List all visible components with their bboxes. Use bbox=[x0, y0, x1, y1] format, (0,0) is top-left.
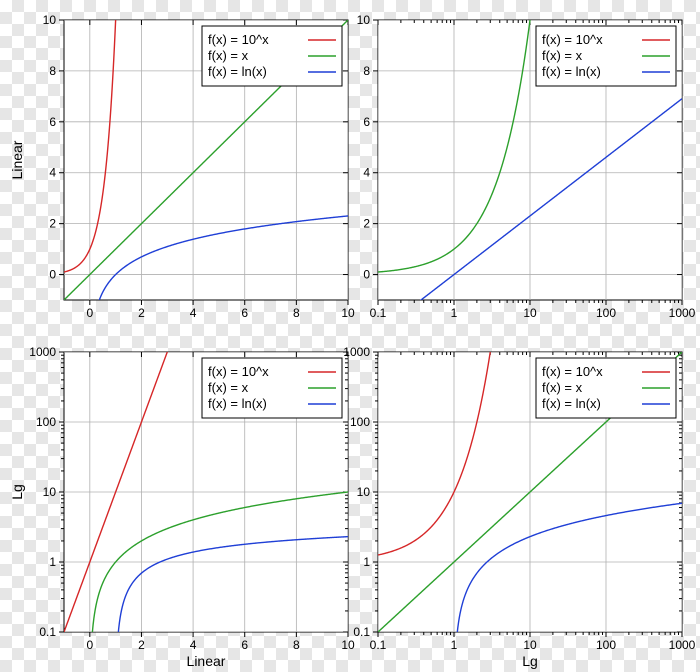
ytick-label: 0 bbox=[49, 268, 56, 282]
ylabel: Lg bbox=[9, 484, 25, 500]
ytick-label: 8 bbox=[49, 64, 56, 78]
xtick-label: 0.1 bbox=[370, 306, 387, 320]
ytick-label: 1000 bbox=[343, 345, 370, 359]
xtick-label: 1 bbox=[451, 306, 458, 320]
plot-svg: 02468100246810f(x) = 10^xf(x) = xf(x) = … bbox=[0, 0, 700, 672]
ytick-label: 0.1 bbox=[353, 625, 370, 639]
ytick-label: 4 bbox=[49, 166, 56, 180]
xlabel: Linear bbox=[187, 653, 226, 669]
legend-label-1: f(x) = x bbox=[542, 48, 583, 63]
ytick-label: 8 bbox=[363, 64, 370, 78]
ytick-label: 2 bbox=[49, 217, 56, 231]
xtick-label: 4 bbox=[190, 306, 197, 320]
xtick-label: 4 bbox=[190, 638, 197, 652]
legend-label-0: f(x) = 10^x bbox=[208, 32, 269, 47]
xtick-label: 8 bbox=[293, 638, 300, 652]
ytick-label: 1 bbox=[49, 555, 56, 569]
xtick-label: 100 bbox=[596, 638, 616, 652]
legend-label-2: f(x) = ln(x) bbox=[208, 64, 267, 79]
legend-label-0: f(x) = 10^x bbox=[542, 32, 603, 47]
xtick-label: 10 bbox=[523, 306, 537, 320]
legend: f(x) = 10^xf(x) = xf(x) = ln(x) bbox=[202, 358, 342, 418]
ytick-label: 6 bbox=[363, 115, 370, 129]
xtick-label: 6 bbox=[241, 306, 248, 320]
xtick-label: 10 bbox=[341, 306, 355, 320]
legend-label-0: f(x) = 10^x bbox=[208, 364, 269, 379]
legend-label-1: f(x) = x bbox=[208, 48, 249, 63]
legend-label-0: f(x) = 10^x bbox=[542, 364, 603, 379]
legend-label-2: f(x) = ln(x) bbox=[542, 64, 601, 79]
xlabel: Lg bbox=[522, 653, 538, 669]
ytick-label: 10 bbox=[43, 13, 57, 27]
xtick-label: 2 bbox=[138, 638, 145, 652]
xtick-label: 0 bbox=[86, 306, 93, 320]
xtick-label: 0.1 bbox=[370, 638, 387, 652]
xtick-label: 6 bbox=[241, 638, 248, 652]
ytick-label: 1 bbox=[363, 555, 370, 569]
ytick-label: 4 bbox=[363, 166, 370, 180]
ytick-label: 0 bbox=[363, 268, 370, 282]
ytick-label: 2 bbox=[363, 217, 370, 231]
legend: f(x) = 10^xf(x) = xf(x) = ln(x) bbox=[536, 358, 676, 418]
ytick-label: 6 bbox=[49, 115, 56, 129]
figure: 02468100246810f(x) = 10^xf(x) = xf(x) = … bbox=[0, 0, 700, 672]
legend-label-1: f(x) = x bbox=[542, 380, 583, 395]
ytick-label: 10 bbox=[357, 485, 371, 499]
xtick-label: 10 bbox=[523, 638, 537, 652]
ytick-label: 0.1 bbox=[39, 625, 56, 639]
legend: f(x) = 10^xf(x) = xf(x) = ln(x) bbox=[202, 26, 342, 86]
xtick-label: 1000 bbox=[669, 306, 696, 320]
xtick-label: 100 bbox=[596, 306, 616, 320]
ytick-label: 100 bbox=[350, 415, 370, 429]
xtick-label: 10 bbox=[341, 638, 355, 652]
xtick-label: 0 bbox=[86, 638, 93, 652]
xtick-label: 2 bbox=[138, 306, 145, 320]
ytick-label: 10 bbox=[357, 13, 371, 27]
legend: f(x) = 10^xf(x) = xf(x) = ln(x) bbox=[536, 26, 676, 86]
ytick-label: 100 bbox=[36, 415, 56, 429]
ylabel: Linear bbox=[9, 140, 25, 179]
legend-label-2: f(x) = ln(x) bbox=[208, 396, 267, 411]
xtick-label: 1 bbox=[451, 638, 458, 652]
ytick-label: 10 bbox=[43, 485, 57, 499]
legend-label-2: f(x) = ln(x) bbox=[542, 396, 601, 411]
xtick-label: 1000 bbox=[669, 638, 696, 652]
ytick-label: 1000 bbox=[29, 345, 56, 359]
xtick-label: 8 bbox=[293, 306, 300, 320]
legend-label-1: f(x) = x bbox=[208, 380, 249, 395]
